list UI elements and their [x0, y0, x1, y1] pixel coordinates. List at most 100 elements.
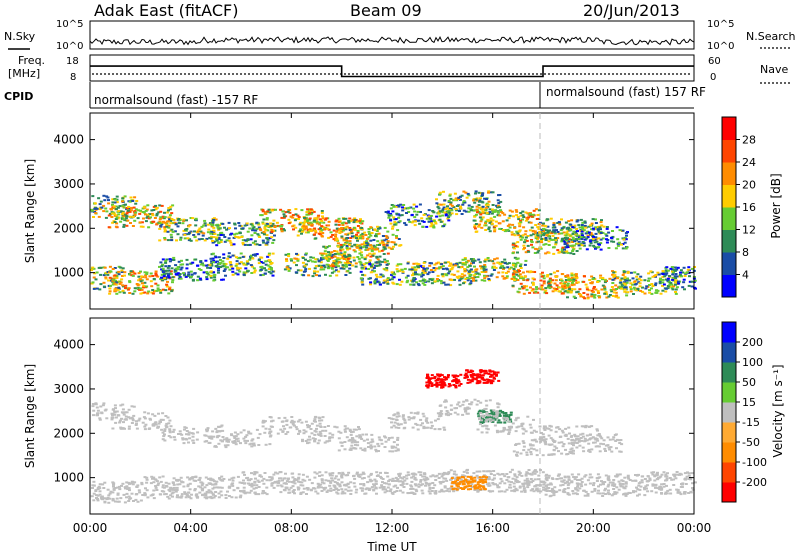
velocity-cell [108, 492, 112, 495]
power-cell [530, 243, 533, 246]
power-cell [204, 259, 208, 262]
power-cell [601, 284, 605, 287]
power-cell [296, 258, 300, 261]
velocity-cell [547, 487, 551, 489]
velocity-cell [596, 492, 600, 495]
velocity-heatmap [90, 369, 697, 504]
velocity-cell [107, 501, 111, 504]
power-cell [102, 274, 106, 277]
power-cell [261, 210, 265, 213]
velocity-cell [576, 484, 580, 487]
power-cell [540, 286, 544, 289]
power-cell [401, 206, 404, 209]
power-cell [196, 230, 200, 233]
power-cell [478, 212, 482, 215]
power-cell [220, 278, 224, 281]
velocity-cell [665, 484, 668, 487]
power-cell [400, 268, 404, 271]
power-cell [537, 217, 541, 220]
power-cell [545, 275, 549, 278]
velocity-cell [457, 380, 461, 383]
power-cell [547, 280, 551, 283]
power-cell [179, 268, 183, 271]
power-cell [221, 260, 225, 263]
colorbar-swatch [722, 252, 736, 275]
power-cell [625, 234, 628, 237]
power-cell [205, 237, 209, 240]
power-cell [438, 215, 442, 218]
power-cell [199, 230, 203, 233]
velocity-cell [676, 488, 680, 491]
power-cell [358, 248, 362, 251]
power-cell [214, 256, 218, 259]
velocity-cell [421, 475, 425, 478]
power-cell [341, 248, 345, 251]
power-cell [205, 276, 209, 279]
power-cell [406, 274, 410, 277]
velocity-cell [346, 489, 350, 492]
power-cell [321, 257, 325, 260]
power-cell [433, 221, 437, 224]
velocity-cell [525, 471, 529, 474]
power-cell [662, 271, 666, 274]
power-cell [594, 222, 598, 224]
power-cell [137, 272, 141, 275]
velocity-cell [224, 494, 228, 497]
power-cell [363, 231, 367, 234]
power-cell [98, 208, 102, 211]
power-cell [231, 254, 235, 257]
power-cell [131, 292, 135, 295]
power-cell [375, 261, 379, 264]
velocity-cell [131, 481, 135, 484]
power-cell [131, 200, 135, 202]
power-cell [459, 207, 463, 210]
power-cell [378, 250, 381, 253]
power-cell [654, 282, 658, 285]
power-cell [348, 227, 352, 229]
power-cell [283, 229, 286, 232]
power-cell [199, 278, 203, 281]
power-cell [156, 275, 160, 278]
velocity-cell [220, 494, 224, 497]
power-cell [285, 258, 288, 261]
power-cell [237, 222, 241, 224]
power-cell [173, 230, 177, 233]
power-cell [576, 242, 580, 245]
power-cell [159, 261, 163, 264]
power-cell [236, 267, 240, 270]
power-cell [457, 196, 461, 199]
power-cell [145, 273, 149, 275]
velocity-cell [352, 482, 356, 485]
power-cell [123, 271, 127, 274]
power-cell [245, 260, 249, 263]
power-cell [348, 256, 352, 259]
velocity-cell [361, 471, 365, 474]
power-cell [364, 267, 368, 270]
power-cell [508, 223, 512, 226]
power-cell [173, 270, 177, 273]
velocity-cell [177, 496, 181, 499]
power-cell [113, 282, 117, 285]
power-cell [574, 273, 578, 276]
power-cell [473, 276, 477, 279]
power-cell [601, 278, 604, 281]
power-cell [483, 265, 487, 268]
power-cell [629, 288, 633, 291]
power-cell [607, 247, 611, 249]
power-cell [226, 257, 230, 260]
velocity-cell [580, 485, 584, 488]
velocity-cell [653, 474, 657, 477]
power-cell [503, 258, 507, 261]
velocity-cell [180, 493, 184, 496]
velocity-cell [291, 472, 295, 475]
power-cell [391, 245, 395, 248]
power-cell [335, 250, 339, 253]
velocity-cell [125, 492, 129, 495]
velocity-cell [577, 473, 581, 476]
velocity-cell [293, 478, 297, 480]
velocity-cell [228, 486, 232, 489]
velocity-cell [601, 482, 605, 485]
velocity-cell [157, 482, 161, 485]
velocity-cell [449, 478, 453, 481]
velocity-cell [194, 476, 198, 479]
